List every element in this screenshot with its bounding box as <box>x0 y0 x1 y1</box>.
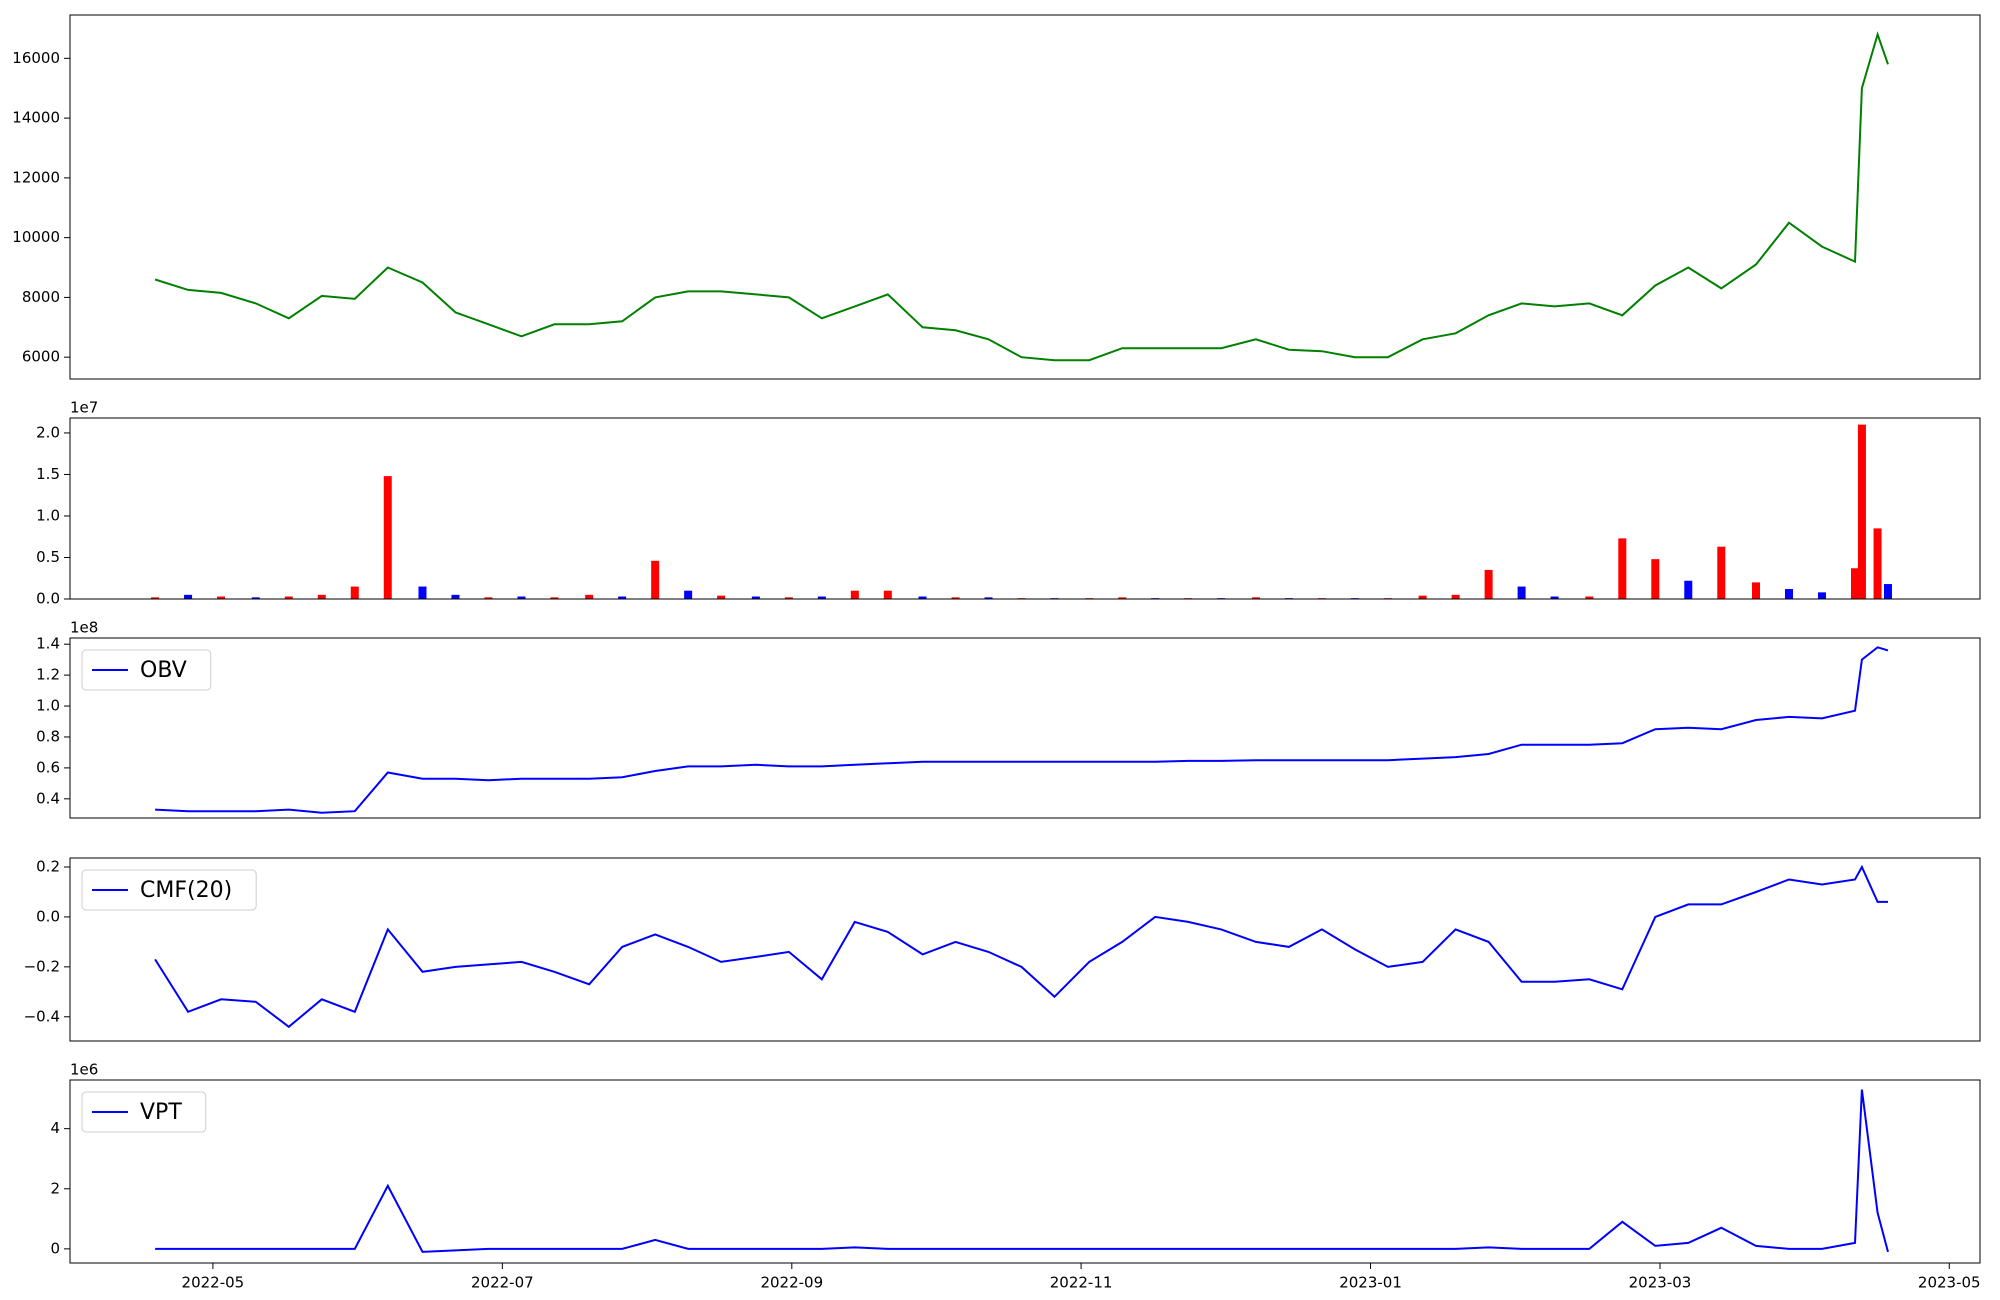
x-tick-label: 2023-03 <box>1629 1274 1692 1292</box>
y-tick-label: 0.0 <box>36 907 60 925</box>
y-tick-label: 0.2 <box>36 857 60 875</box>
offset-label: 1e8 <box>70 619 98 637</box>
bar <box>1873 528 1882 599</box>
y-tick-label: 0.6 <box>36 758 60 776</box>
offset-label: 1e6 <box>70 1061 98 1079</box>
legend-box <box>81 649 212 691</box>
y-tick-label: 14000 <box>12 109 60 127</box>
y-tick-label: 0 <box>50 1239 60 1257</box>
y-tick-label: 1.4 <box>36 635 60 653</box>
bar <box>1684 580 1693 599</box>
x-tick-label: 2022-07 <box>471 1274 534 1292</box>
bar <box>1717 546 1726 599</box>
bar <box>1451 594 1460 599</box>
y-tick-label: 0.8 <box>36 727 60 745</box>
legend-label: VPT <box>140 1100 182 1125</box>
bar <box>418 586 427 599</box>
bar <box>1850 568 1859 599</box>
legend-box <box>81 869 257 911</box>
bar <box>251 597 260 599</box>
bar <box>918 596 927 599</box>
x-tick-label: 2023-05 <box>1918 1274 1981 1292</box>
bar <box>1418 595 1427 599</box>
x-tick-label: 2022-11 <box>1050 1274 1113 1292</box>
data-line <box>154 31 1889 362</box>
bar <box>883 590 892 599</box>
y-tick-label: 12000 <box>12 168 60 186</box>
legend-box <box>81 1091 207 1133</box>
bar <box>151 597 160 599</box>
y-tick-label: 1.0 <box>36 697 60 715</box>
bar <box>284 596 293 599</box>
axes-frame <box>69 857 1981 1042</box>
axes-frame <box>69 1079 1981 1264</box>
axes-frame <box>69 14 1981 380</box>
legend-label: OBV <box>140 658 187 683</box>
y-tick-label: −0.2 <box>24 957 60 975</box>
bar <box>1785 589 1793 599</box>
axes-frame <box>69 637 1981 819</box>
y-tick-label: 0.4 <box>36 789 60 807</box>
offset-label: 1e7 <box>70 399 98 417</box>
axes-frame <box>69 417 1981 600</box>
bar <box>585 594 594 599</box>
bar <box>1585 596 1594 599</box>
y-tick-label: 0.5 <box>36 548 60 566</box>
bar <box>350 586 359 599</box>
bar <box>1651 559 1660 599</box>
y-tick-label: 1.0 <box>36 506 60 524</box>
bar <box>817 596 826 599</box>
bar <box>451 594 460 599</box>
data-line <box>154 864 1888 1029</box>
bar <box>751 596 760 599</box>
bar <box>484 597 493 599</box>
bar <box>1484 569 1493 599</box>
bar <box>1517 586 1526 599</box>
bar <box>784 597 793 599</box>
bar <box>717 595 726 599</box>
y-tick-label: 10000 <box>12 228 60 246</box>
y-tick-label: 2 <box>50 1179 60 1197</box>
y-tick-label: 0.0 <box>36 590 60 608</box>
x-tick-label: 2022-09 <box>760 1274 823 1292</box>
y-tick-label: −0.4 <box>24 1007 60 1025</box>
bar <box>184 594 193 599</box>
bar <box>984 597 993 599</box>
y-tick-label: 4 <box>50 1119 60 1137</box>
bar <box>1752 582 1761 599</box>
bar <box>1550 596 1559 599</box>
bar <box>618 596 627 599</box>
bar <box>1251 597 1260 599</box>
y-tick-label: 16000 <box>12 49 60 67</box>
bar <box>550 597 559 599</box>
bar <box>850 590 859 599</box>
y-tick-label: 1.2 <box>36 666 60 684</box>
bar <box>684 590 693 599</box>
y-tick-label: 1.5 <box>36 465 60 483</box>
bar <box>317 594 326 599</box>
legend-label: CMF(20) <box>140 878 232 903</box>
x-tick-label: 2022-05 <box>182 1274 245 1292</box>
data-line <box>155 1089 1889 1253</box>
bar <box>1857 424 1866 599</box>
bar <box>1817 592 1826 599</box>
bar <box>651 560 660 599</box>
bar <box>383 476 392 599</box>
bar <box>1618 538 1627 599</box>
y-tick-label: 6000 <box>22 348 60 366</box>
bar <box>951 597 960 599</box>
bar <box>517 596 526 599</box>
data-line <box>155 646 1889 814</box>
bar <box>1883 584 1892 599</box>
y-tick-label: 2.0 <box>36 423 60 441</box>
bar <box>1118 597 1127 599</box>
y-tick-label: 8000 <box>22 288 60 306</box>
bar <box>217 596 226 599</box>
x-tick-label: 2023-01 <box>1339 1274 1402 1292</box>
